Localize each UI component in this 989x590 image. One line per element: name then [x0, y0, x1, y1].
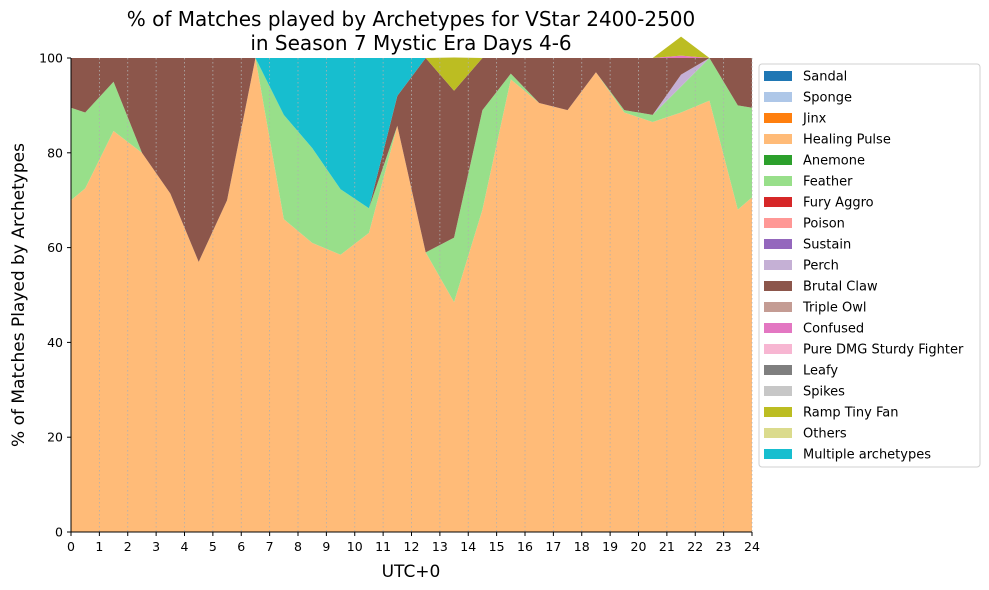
legend-swatch — [764, 197, 792, 207]
area-series-10 — [71, 58, 752, 262]
x-tick-label: 8 — [294, 539, 302, 554]
legend-label: Pure DMG Sturdy Fighter — [803, 343, 964, 358]
y-axis-label: % of Matches Played by Archetypes — [9, 143, 29, 447]
legend-label: Sustain — [803, 238, 851, 253]
x-tick-label: 23 — [716, 539, 732, 554]
legend-swatch — [764, 155, 792, 165]
x-tick-label: 15 — [489, 539, 505, 554]
legend-label: Others — [803, 427, 847, 442]
x-tick-label: 16 — [517, 539, 533, 554]
x-tick-label: 12 — [404, 539, 420, 554]
x-tick-label: 11 — [375, 539, 391, 554]
legend-label: Jinx — [802, 112, 827, 127]
legend-swatch — [764, 218, 792, 228]
x-tick-label: 22 — [687, 539, 703, 554]
legend-label: Multiple archetypes — [803, 448, 931, 463]
legend-swatch — [764, 176, 792, 186]
x-tick-label: 21 — [659, 539, 675, 554]
vertical-grid-lines — [70, 58, 753, 532]
y-tick-label: 80 — [47, 145, 63, 160]
legend-label: Triple Owl — [802, 301, 866, 316]
legend-label: Sponge — [803, 91, 852, 106]
x-tick-label: 9 — [322, 539, 330, 554]
x-tick-label: 3 — [152, 539, 160, 554]
x-tick-label: 6 — [237, 539, 245, 554]
legend-swatch — [764, 323, 792, 333]
y-axis-ticks: 0 20 40 60 80 100 — [39, 51, 71, 540]
y-tick-label: 20 — [47, 430, 63, 445]
x-tick-label: 19 — [602, 539, 618, 554]
legend-swatch — [764, 134, 792, 144]
x-tick-label: 14 — [460, 539, 476, 554]
y-tick-label: 40 — [47, 335, 63, 350]
x-tick-label: 18 — [574, 539, 590, 554]
legend-label: Confused — [803, 322, 864, 337]
legend-swatch — [764, 92, 792, 102]
legend-label: Leafy — [803, 364, 838, 379]
legend-label: Perch — [803, 259, 839, 274]
chart-title-line-1: % of Matches played by Archetypes for VS… — [127, 7, 696, 31]
legend-swatch — [764, 449, 792, 459]
legend-swatch — [764, 302, 792, 312]
legend-swatch — [764, 365, 792, 375]
x-tick-label: 2 — [124, 539, 132, 554]
x-tick-label: 13 — [432, 539, 448, 554]
legend-label: Healing Pulse — [803, 133, 891, 148]
legend-label: Spikes — [803, 385, 845, 400]
legend-label: Anemone — [803, 154, 865, 169]
legend-swatch — [764, 239, 792, 249]
legend: Sandal Sponge Jinx Healing Pulse Anemone Feat… — [758, 63, 981, 468]
area-series-9 — [71, 58, 752, 262]
x-tick-label: 24 — [744, 539, 760, 554]
x-tick-label: 4 — [181, 539, 189, 554]
legend-swatch — [764, 281, 792, 291]
x-tick-label: 0 — [67, 539, 75, 554]
legend-swatch — [764, 344, 792, 354]
legend-label: Ramp Tiny Fan — [803, 406, 898, 421]
legend-label: Sandal — [803, 70, 847, 85]
x-tick-label: 7 — [266, 539, 274, 554]
legend-label: Feather — [803, 175, 853, 190]
x-tick-label: 20 — [631, 539, 647, 554]
area-series-16 — [71, 36, 752, 209]
x-tick-label: 17 — [545, 539, 561, 554]
y-tick-label: 60 — [47, 240, 63, 255]
x-axis-label: UTC+0 — [382, 562, 441, 582]
legend-label: Fury Aggro — [803, 196, 874, 211]
legend-swatch — [764, 71, 792, 81]
legend-label: Poison — [803, 217, 845, 232]
legend-swatch — [764, 113, 792, 123]
legend-label: Brutal Claw — [803, 280, 878, 295]
x-tick-label: 1 — [95, 539, 103, 554]
legend-swatch — [764, 428, 792, 438]
legend-swatch — [764, 386, 792, 396]
x-tick-label: 10 — [347, 539, 363, 554]
chart-title-line-2: in Season 7 Mystic Era Days 4-6 — [250, 31, 571, 55]
x-axis-ticks: 0 1 2 3 4 5 6 7 8 9 10 11 12 13 14 15 16 17 18 19 20 21 22 23 24 — [67, 532, 760, 554]
x-tick-label: 5 — [209, 539, 217, 554]
legend-swatch — [764, 407, 792, 417]
legend-box — [758, 63, 981, 468]
y-tick-label: 100 — [39, 51, 63, 66]
y-tick-label: 0 — [55, 525, 63, 540]
legend-swatch — [764, 260, 792, 270]
